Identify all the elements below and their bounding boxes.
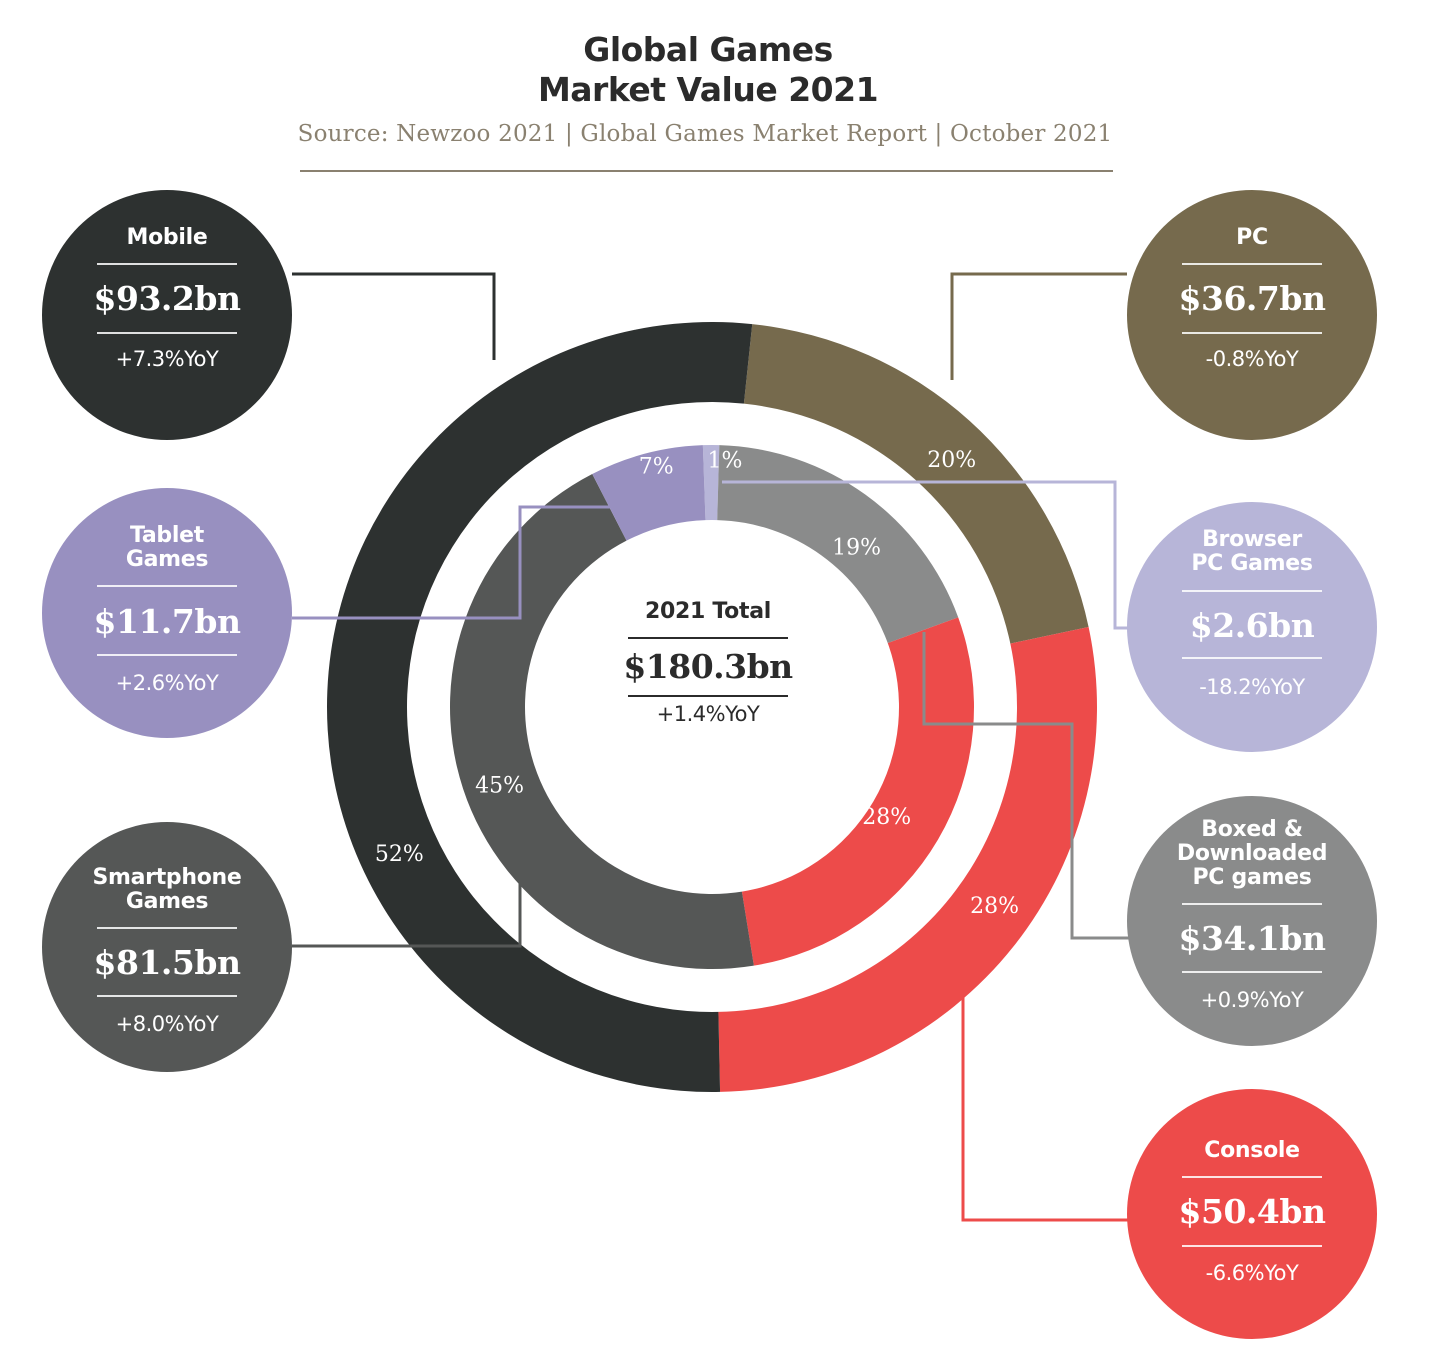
tablet-divider-2: [97, 654, 237, 656]
total-yoy: +1.4%YoY: [656, 702, 760, 726]
inner-label-tablet-games: 7%: [639, 454, 674, 479]
browser-connector: [722, 480, 1135, 630]
mobile-connector: [292, 272, 496, 360]
outer-label-console: 28%: [970, 894, 1019, 919]
tablet-name-2: Games: [125, 547, 209, 572]
browser-divider-2: [1182, 657, 1322, 659]
console-bubble: Console $50.4bn -6.6%YoY: [1127, 1089, 1377, 1339]
smartphone-divider: [97, 927, 237, 929]
mobile-value: $93.2bn: [93, 279, 241, 318]
pc-connector: [950, 272, 1127, 380]
outer-slice-mobile: [326, 321, 753, 1092]
browser-yoy: -18.2%YoY: [1199, 675, 1305, 699]
mobile-yoy: +7.3%YoY: [115, 347, 219, 371]
inner-label-boxed-downloaded-pc-games: 19%: [832, 535, 881, 560]
smartphone-value: $81.5bn: [93, 943, 241, 982]
boxed-name-3: PC games: [1192, 865, 1312, 890]
tablet-name-1: Tablet: [130, 523, 204, 548]
console-name: Console: [1204, 1138, 1300, 1163]
console-divider: [1182, 1176, 1322, 1178]
outer-slice-console: [718, 626, 1097, 1092]
pc-divider-2: [1182, 332, 1322, 334]
boxed-bubble: Boxed & Downloaded PC games $34.1bn +0.9…: [1127, 796, 1377, 1046]
tablet-divider: [97, 585, 237, 587]
smartphone-divider-2: [97, 995, 237, 997]
console-yoy: -6.6%YoY: [1205, 1261, 1299, 1285]
boxed-name-1: Boxed &: [1201, 817, 1303, 842]
mobile-bubble: Mobile $93.2bn +7.3%YoY: [42, 190, 292, 440]
browser-name-1: Browser: [1202, 527, 1302, 552]
total-value: $180.3bn: [623, 647, 793, 686]
inner-slice-console: [741, 617, 974, 966]
browser-value: $2.6bn: [1189, 606, 1315, 645]
smartphone-name-1: Smartphone: [92, 865, 242, 890]
inner-ring: [449, 445, 974, 969]
source-text: Source: Newzoo 2021 | Global Games Marke…: [297, 121, 1113, 147]
pc-divider: [1182, 263, 1322, 265]
smartphone-yoy: +8.0%YoY: [115, 1012, 219, 1036]
boxed-value: $34.1bn: [1178, 919, 1326, 958]
browser-name-2: PC Games: [1191, 551, 1313, 576]
tablet-bubble: Tablet Games $11.7bn +2.6%YoY: [42, 488, 292, 738]
tablet-yoy: +2.6%YoY: [115, 671, 219, 695]
connector-lines: [292, 272, 1135, 1222]
total-divider: [628, 637, 788, 639]
percent-labels: 20% 28% 52% 1% 19% 28% 45% 7%: [375, 448, 1019, 919]
title-line-1: Global Games: [583, 30, 833, 69]
mobile-name: Mobile: [126, 225, 208, 250]
outer-ring: [326, 321, 1097, 1092]
outer-label-pc: 20%: [927, 448, 976, 473]
inner-label-browser-pc-games: 1%: [708, 448, 743, 473]
title-divider: [300, 170, 1113, 172]
inner-slice-tablet-games: [592, 445, 706, 541]
mobile-divider: [97, 263, 237, 265]
smartphone-connector: [292, 860, 522, 948]
chart-title: Global Games Market Value 2021: [0, 30, 1416, 110]
outer-label-mobile: 52%: [375, 842, 424, 867]
console-divider-2: [1182, 1245, 1322, 1247]
tablet-connector: [292, 505, 636, 620]
smartphone-bubble: Smartphone Games $81.5bn +8.0%YoY: [42, 822, 292, 1072]
smartphone-name-2: Games: [125, 889, 209, 914]
inner-label-smartphone-games: 45%: [475, 773, 524, 798]
pc-name: PC: [1236, 225, 1268, 250]
boxed-divider: [1182, 903, 1322, 905]
boxed-name-2: Downloaded: [1176, 841, 1328, 866]
total-label: 2021 Total: [645, 599, 771, 624]
boxed-yoy: +0.9%YoY: [1200, 988, 1304, 1012]
boxed-divider-2: [1182, 971, 1322, 973]
total-summary: 2021 Total $180.3bn +1.4%YoY: [608, 595, 808, 731]
title-line-2: Market Value 2021: [537, 70, 879, 109]
console-connector: [961, 975, 1135, 1222]
pc-bubble: PC $36.7bn -0.8%YoY: [1127, 190, 1377, 440]
inner-slice-browser-pc-games: [702, 445, 720, 521]
mobile-divider-2: [97, 332, 237, 334]
boxed-connector: [922, 632, 1135, 940]
pc-value: $36.7bn: [1178, 279, 1326, 318]
console-value: $50.4bn: [1178, 1192, 1326, 1231]
total-divider-2: [628, 695, 788, 697]
pc-yoy: -0.8%YoY: [1205, 347, 1299, 371]
browser-bubble: Browser PC Games $2.6bn -18.2%YoY: [1127, 502, 1377, 752]
inner-slice-smartphone-games: [449, 473, 754, 969]
tablet-value: $11.7bn: [93, 602, 241, 641]
outer-slice-pc: [743, 324, 1089, 644]
browser-divider: [1182, 590, 1322, 592]
inner-slice-boxed-downloaded-pc-games: [717, 445, 959, 644]
inner-label-console: 28%: [862, 805, 911, 830]
